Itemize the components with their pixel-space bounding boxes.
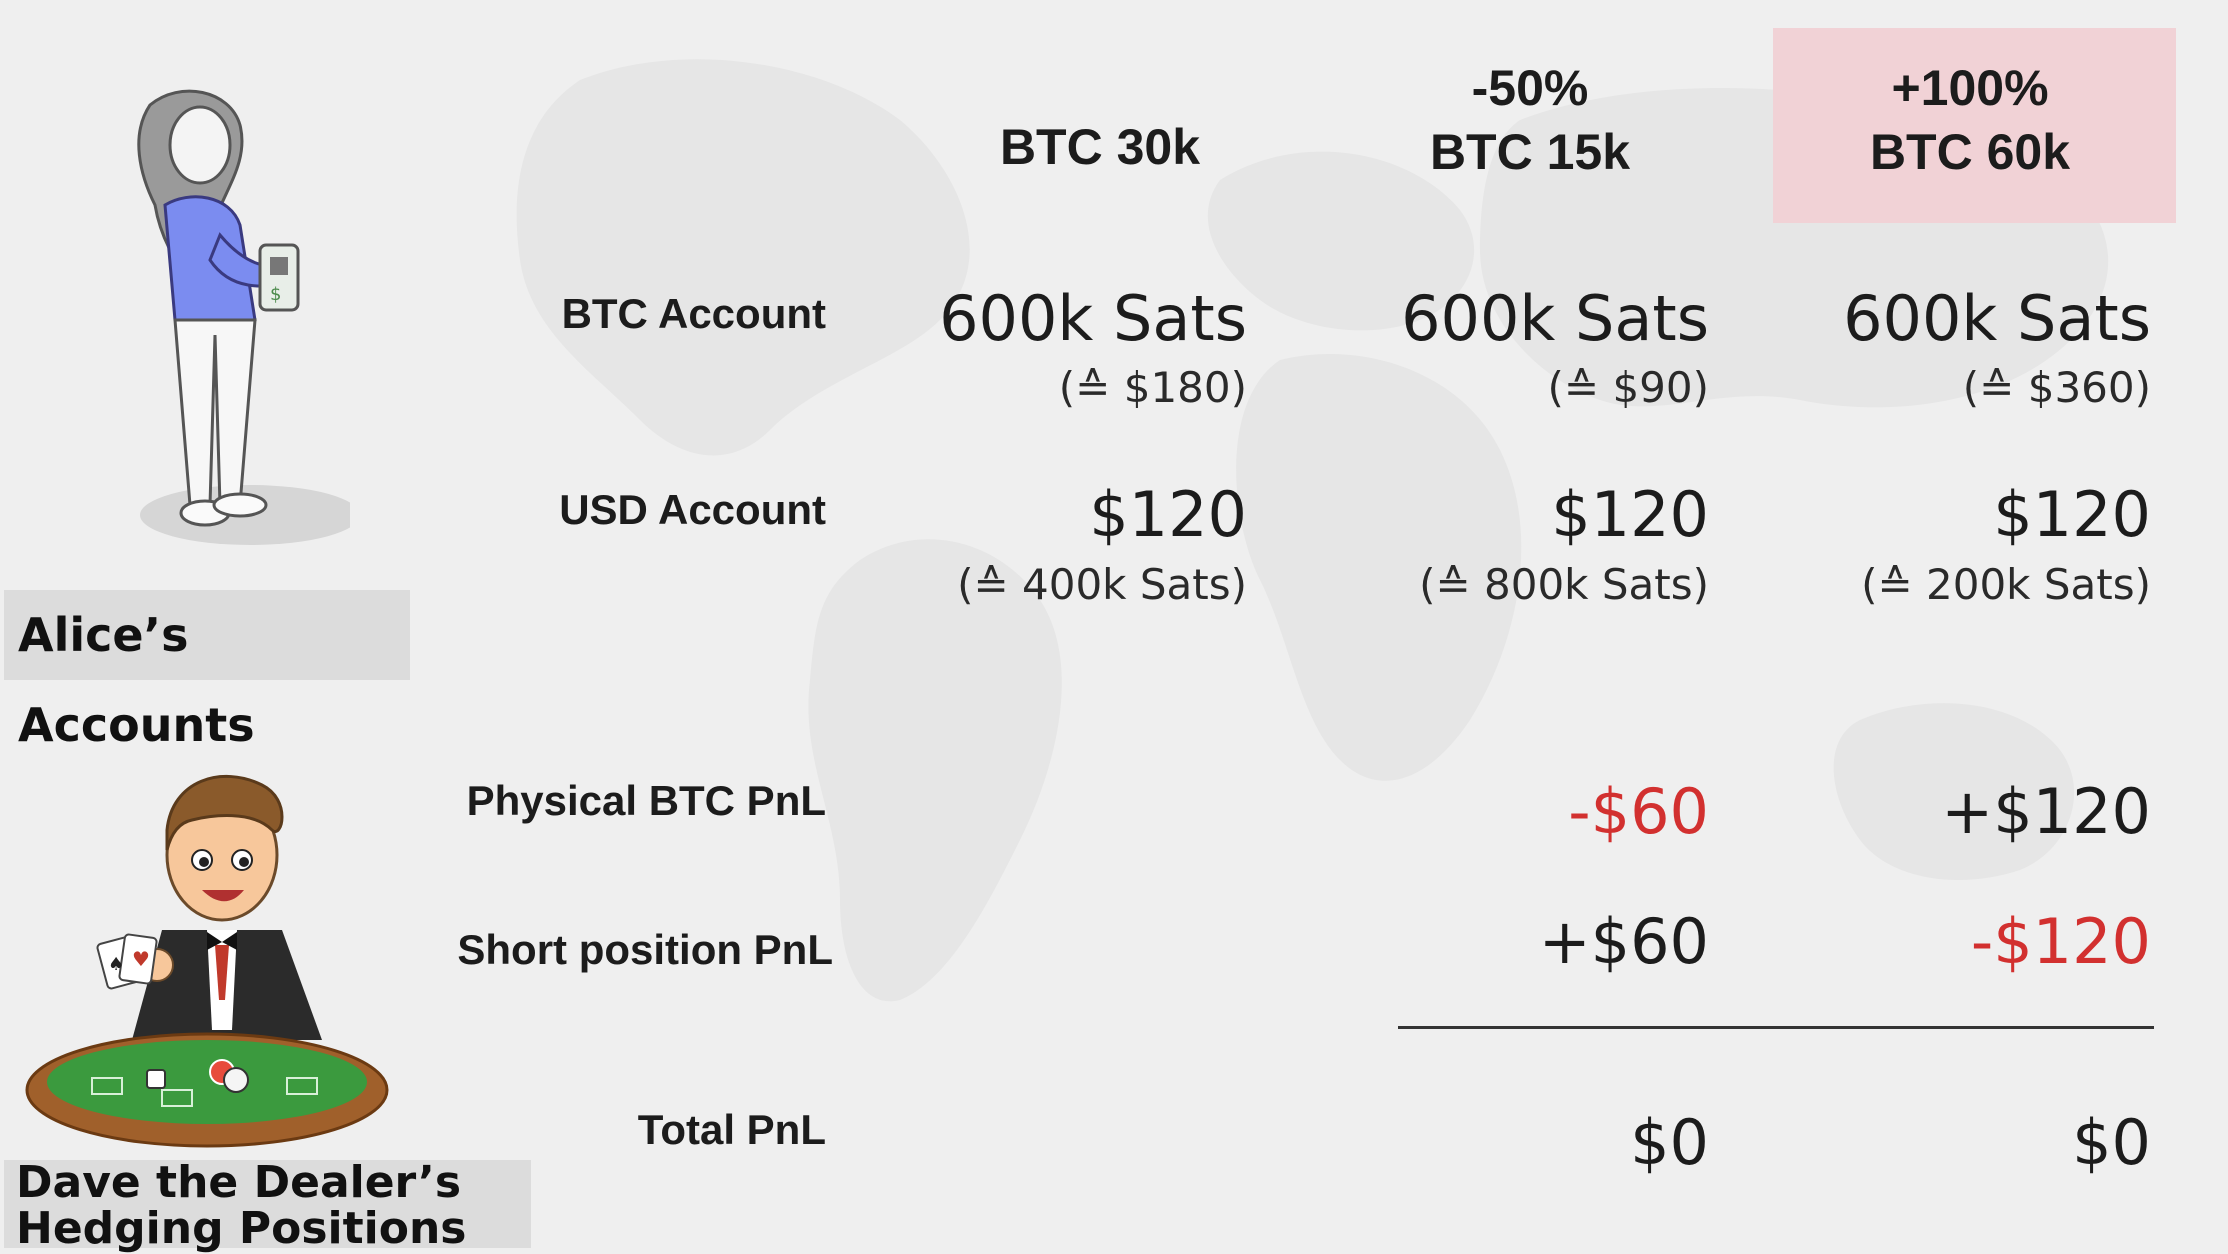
sum-divider-line [1398, 1026, 2154, 1029]
usd-account-sats-30k: (≙ 400k Sats) [957, 560, 1247, 609]
header-btc-60k-line2: BTC 60k [1869, 124, 2071, 180]
label-btc-account: BTC Account [561, 290, 826, 337]
header-btc-15k: -50% BTC 15k [1370, 56, 1690, 184]
header-btc-30k: BTC 30k [940, 115, 1260, 179]
btc-account-value-30k: 600k Sats [939, 282, 1247, 355]
usd-account-value-15k: $120 [1551, 478, 1709, 551]
label-short-position-pnl: Short position PnL [457, 926, 833, 973]
dave-hedging-caption: Dave the Dealer’s Hedging Positions [4, 1157, 531, 1252]
usd-account-sats-15k: (≙ 800k Sats) [1419, 560, 1709, 609]
svg-text:♥: ♥ [132, 947, 150, 971]
btc-account-value-60k: 600k Sats [1843, 282, 2151, 355]
btc-account-value-15k: 600k Sats [1401, 282, 1709, 355]
header-btc-60k-line1: +100% [1891, 60, 2049, 116]
alice-illustration: $ [137, 89, 350, 545]
total-pnl-60k: $0 [2072, 1106, 2151, 1179]
label-total-pnl: Total PnL [637, 1106, 826, 1153]
dave-illustration: ♥ ♠ [25, 774, 389, 1148]
short-pnl-60k: -$120 [1970, 905, 2151, 978]
usd-account-value-30k: $120 [1089, 478, 1247, 551]
label-usd-account: USD Account [559, 486, 826, 533]
total-pnl-15k: $0 [1630, 1106, 1709, 1179]
header-btc-15k-line2: BTC 15k [1429, 124, 1631, 180]
physical-pnl-15k: -$60 [1568, 775, 1709, 848]
btc-account-usd-30k: (≙ $180) [1058, 363, 1247, 412]
header-btc-60k: +100% BTC 60k [1805, 56, 2135, 184]
physical-pnl-60k: +$120 [1941, 775, 2151, 848]
header-btc-15k-line1: -50% [1471, 60, 1589, 116]
usd-account-sats-60k: (≙ 200k Sats) [1861, 560, 2151, 609]
dave-caption-line2: Hedging Positions [16, 1203, 467, 1254]
usd-account-value-60k: $120 [1993, 478, 2151, 551]
btc-account-usd-60k: (≙ $360) [1962, 363, 2151, 412]
svg-text:$: $ [270, 284, 281, 305]
label-physical-btc-pnl: Physical BTC PnL [466, 777, 826, 824]
dave-caption-line1: Dave the Dealer’s [16, 1157, 462, 1208]
btc-account-usd-15k: (≙ $90) [1547, 363, 1709, 412]
short-pnl-15k: +$60 [1538, 905, 1709, 978]
alice-accounts-caption: Alice’s Accounts [4, 590, 410, 752]
header-btc-30k-line1: BTC 30k [999, 119, 1201, 175]
world-map-background [516, 59, 2109, 1002]
svg-text:♠: ♠ [108, 954, 124, 975]
column-highlight [1773, 28, 2176, 223]
